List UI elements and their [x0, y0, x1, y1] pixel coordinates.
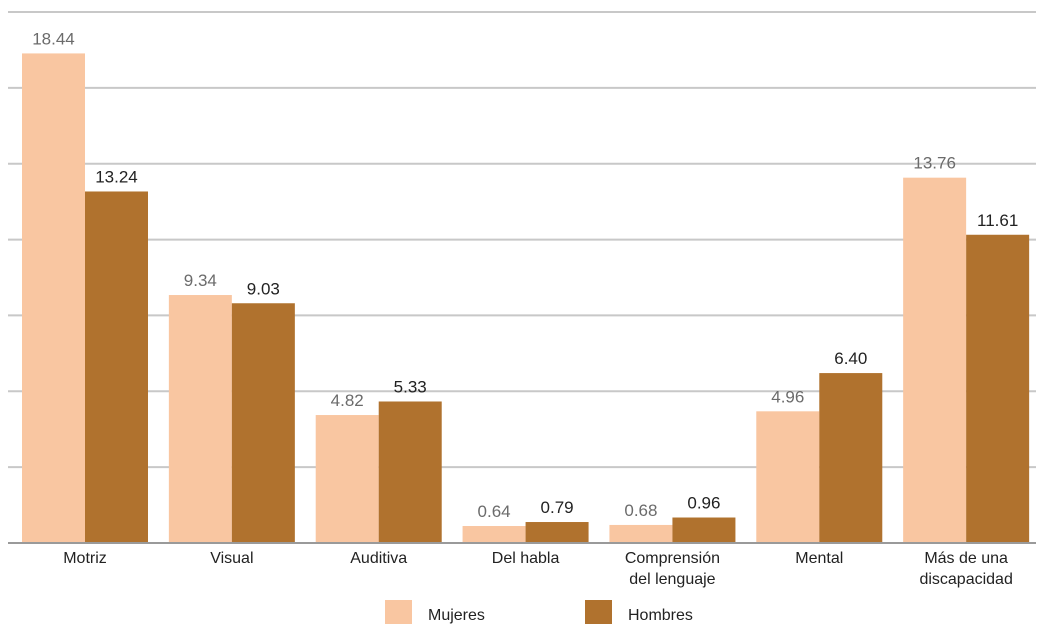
legend-label-hombres: Hombres [628, 607, 693, 624]
data-label: 13.76 [913, 154, 956, 173]
category-labels: Motriz Visual Auditiva Del habla Comprensión… [63, 550, 1013, 588]
category-label: Visual [210, 550, 253, 567]
legend-label-mujeres: Mujeres [428, 607, 485, 624]
data-label: 13.24 [95, 167, 138, 186]
bar-mujeres [756, 411, 820, 543]
bar-hombres [85, 191, 148, 543]
bars [22, 53, 1030, 543]
bar-mujeres [315, 415, 379, 543]
bar-hombres [378, 401, 442, 543]
bar-hombres [672, 517, 736, 543]
legend: Mujeres Hombres [385, 600, 693, 624]
data-label: 0.64 [478, 502, 511, 521]
data-label: 9.03 [247, 279, 280, 298]
legend-swatch-hombres [585, 600, 612, 624]
bar-mujeres [609, 524, 673, 543]
data-label: 9.34 [184, 271, 217, 290]
bar-mujeres [462, 526, 526, 543]
data-label: 0.79 [541, 498, 574, 517]
bar-hombres [231, 303, 295, 543]
data-label: 5.33 [394, 377, 427, 396]
data-label: 4.82 [331, 391, 364, 410]
bar-hombres [525, 522, 589, 543]
bar-hombres [966, 234, 1030, 543]
data-label: 6.40 [834, 349, 867, 368]
bar-mujeres [22, 53, 85, 543]
bar-hombres [819, 373, 883, 543]
data-label: 0.96 [687, 494, 720, 513]
category-label: Auditiva [350, 550, 407, 567]
data-labels: 18.44 13.24 9.34 9.03 4.82 5.33 0.64 0.79 0.68 0.… [32, 29, 1018, 521]
category-label: Comprensión [625, 550, 720, 567]
category-label: discapacidad [919, 571, 1012, 588]
category-label: Motriz [63, 550, 107, 567]
category-label: Del habla [492, 550, 560, 567]
bar-mujeres [903, 177, 967, 543]
data-label: 0.68 [624, 501, 657, 520]
data-label: 4.96 [771, 387, 804, 406]
legend-swatch-mujeres [385, 600, 412, 624]
category-label: Mental [795, 550, 843, 567]
category-label: del lenguaje [629, 571, 715, 588]
data-label: 18.44 [32, 29, 75, 48]
bar-mujeres [168, 295, 232, 543]
data-label: 11.61 [977, 211, 1018, 230]
category-label: Más de una [924, 550, 1008, 567]
